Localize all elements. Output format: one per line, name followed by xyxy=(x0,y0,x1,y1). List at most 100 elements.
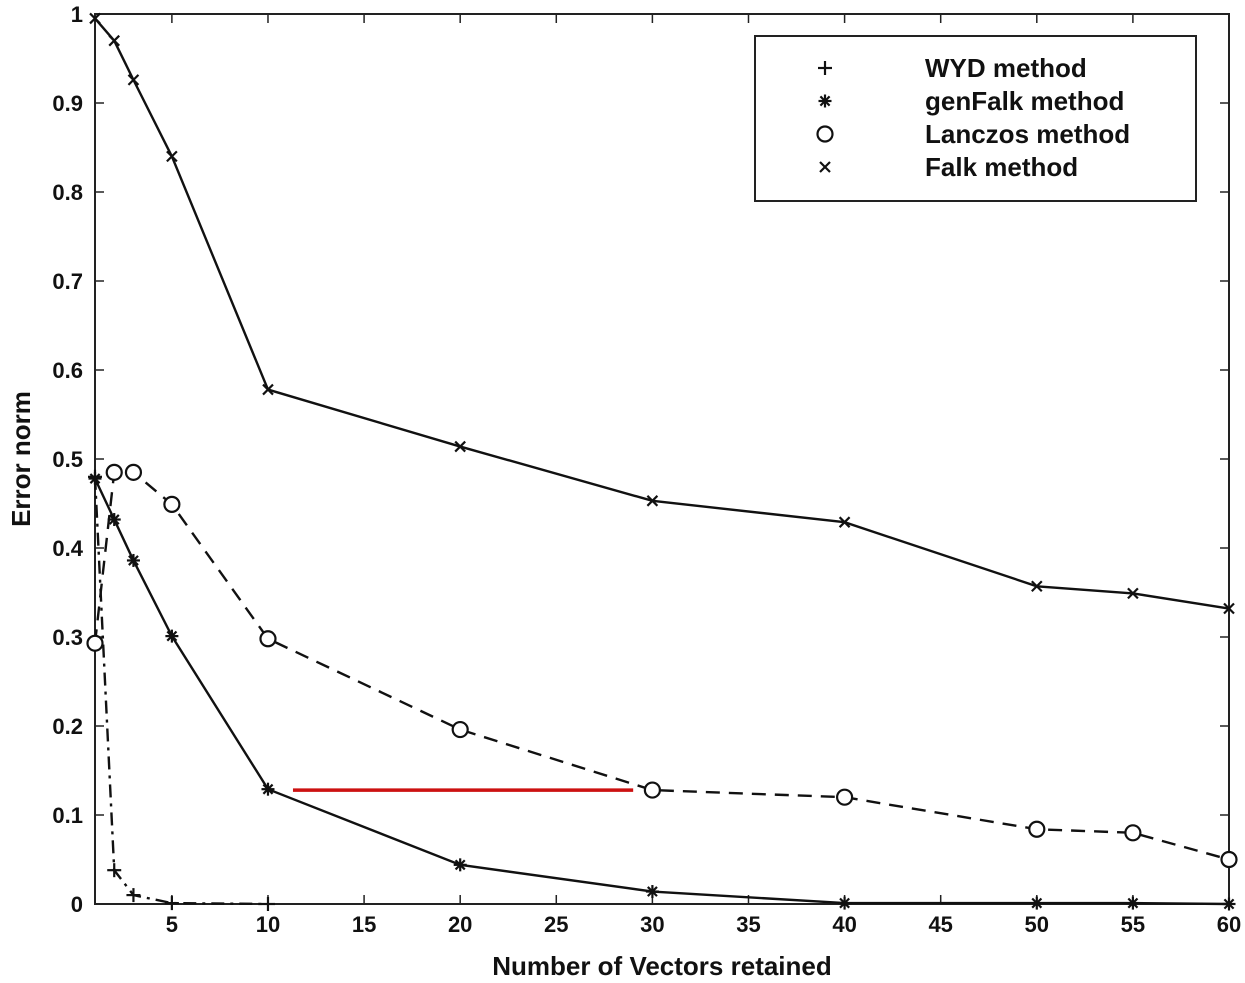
data-point xyxy=(1028,820,1046,838)
series-layer xyxy=(86,12,1238,911)
data-point xyxy=(1220,850,1238,869)
marker-stroke xyxy=(1223,898,1235,910)
marker-stroke xyxy=(1223,602,1235,615)
data-point xyxy=(1124,824,1142,842)
data-point xyxy=(835,788,854,806)
x-tick-label: 45 xyxy=(928,912,952,937)
legend-marker xyxy=(816,125,834,143)
data-point xyxy=(108,34,120,47)
series-line xyxy=(93,471,1230,861)
marker-stroke xyxy=(838,516,851,528)
marker-stroke xyxy=(1031,897,1043,909)
marker-stroke xyxy=(166,630,178,642)
legend-marker xyxy=(818,94,832,108)
legend-label: Lanczos method xyxy=(925,119,1130,149)
series-falk-method xyxy=(89,12,1235,615)
x-tick-label: 55 xyxy=(1121,912,1145,937)
marker-stroke xyxy=(127,74,140,86)
data-point xyxy=(88,472,102,486)
x-tick-label: 20 xyxy=(448,912,472,937)
data-point xyxy=(1030,896,1044,910)
data-point xyxy=(1126,896,1140,910)
x-axis-label: Number of Vectors retained xyxy=(492,951,832,981)
x-tick-label: 30 xyxy=(640,912,664,937)
data-point xyxy=(124,463,143,481)
data-point xyxy=(126,553,140,567)
data-point xyxy=(1223,602,1235,615)
data-point xyxy=(1222,897,1236,911)
data-point xyxy=(838,896,852,910)
data-point xyxy=(89,12,101,25)
y-axis-label: Error norm xyxy=(6,391,36,527)
x-tick-label: 50 xyxy=(1025,912,1049,937)
data-point xyxy=(1127,587,1139,600)
data-point xyxy=(86,634,104,652)
data-point xyxy=(646,495,659,507)
data-point xyxy=(165,629,179,643)
y-tick-label: 0.8 xyxy=(52,180,83,205)
series-line xyxy=(93,476,268,906)
legend-marker xyxy=(818,61,832,75)
x-tick-label: 40 xyxy=(832,912,856,937)
data-point xyxy=(261,782,275,796)
marker-stroke xyxy=(819,95,831,107)
marker-stroke xyxy=(128,555,139,566)
x-tick-label: 10 xyxy=(256,912,280,937)
series-wyd-method xyxy=(88,469,275,911)
data-point xyxy=(454,440,466,453)
marker-stroke xyxy=(1127,587,1139,600)
legend-label: genFalk method xyxy=(925,86,1124,116)
series-genfalk-method xyxy=(88,472,1236,911)
legend-label: Falk method xyxy=(925,152,1078,182)
series-line xyxy=(93,478,1230,906)
x-tick-label: 35 xyxy=(736,912,760,937)
marker-stroke xyxy=(1127,897,1139,909)
marker-stroke xyxy=(89,473,101,484)
series-lanczos-method xyxy=(86,463,1238,869)
y-tick-label: 0 xyxy=(71,892,83,917)
legend-label: WYD method xyxy=(925,53,1087,83)
marker-stroke xyxy=(646,495,659,507)
x-tick-label: 15 xyxy=(352,912,376,937)
data-point xyxy=(262,383,274,396)
y-tick-label: 0.1 xyxy=(52,803,83,828)
data-point xyxy=(1031,580,1043,593)
marker-stroke xyxy=(108,514,120,525)
data-point xyxy=(126,888,141,903)
legend-box xyxy=(754,35,1197,202)
y-tick-label: 0.5 xyxy=(52,447,83,472)
y-tick-label: 0.3 xyxy=(52,625,83,650)
data-point xyxy=(164,896,179,911)
data-point xyxy=(127,74,140,86)
marker-stroke xyxy=(454,859,466,871)
data-point xyxy=(259,630,277,648)
data-point xyxy=(453,858,467,872)
axis-ticks: 5 10 15 20 25 30 35 40 45 50 55 60 0 0.1 0.2 0.3 0.4 0.5 0… xyxy=(52,2,1241,937)
y-tick-label: 0.7 xyxy=(52,269,83,294)
marker-stroke xyxy=(262,783,274,795)
legend-marker xyxy=(819,161,831,173)
marker-stroke xyxy=(108,34,120,47)
x-tick-label: 60 xyxy=(1217,912,1241,937)
data-point xyxy=(105,463,123,481)
data-point xyxy=(107,863,122,878)
data-point xyxy=(643,781,661,799)
marker-stroke xyxy=(89,12,101,25)
data-point xyxy=(451,720,469,739)
marker-stroke xyxy=(262,383,274,396)
marker-stroke xyxy=(647,886,658,897)
marker-stroke xyxy=(454,440,466,453)
data-point xyxy=(163,495,181,513)
data-point xyxy=(166,150,178,163)
data-point xyxy=(838,516,851,528)
y-tick-label: 0.9 xyxy=(52,91,83,116)
y-tick-label: 0.6 xyxy=(52,358,83,383)
x-tick-label: 25 xyxy=(544,912,568,937)
marker-stroke xyxy=(819,161,831,173)
data-point xyxy=(260,897,275,911)
y-tick-label: 0.4 xyxy=(52,536,83,561)
data-point xyxy=(645,885,659,899)
y-tick-label: 1 xyxy=(71,2,83,27)
